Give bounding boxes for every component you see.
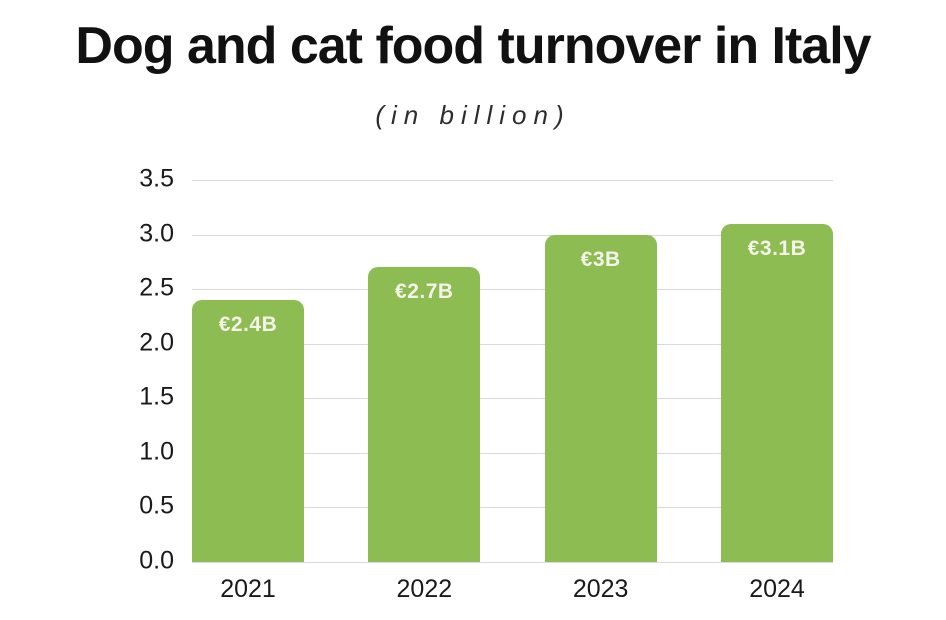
bar-value-label: €3.1B: [747, 236, 807, 260]
x-axis-tick-label: 2024: [749, 575, 805, 603]
gridline-1.5: [192, 398, 833, 400]
chart-subtitle: (in billion): [375, 100, 571, 130]
gridline-3.5: [192, 180, 833, 181]
gridline-1.0: [192, 452, 833, 454]
bar-value-label: €2.4B: [218, 313, 278, 337]
bar-value-label: €3B: [580, 247, 621, 271]
bar-2021: €2.4B: [192, 300, 304, 562]
gridline-2.0: [192, 343, 833, 345]
chart-title: Dog and cat food turnover in Italy: [75, 17, 871, 75]
y-axis-tick-label: 2.0: [139, 328, 174, 357]
x-axis-tick-label: 2021: [220, 575, 276, 603]
bar-2022: €2.7B: [368, 267, 481, 562]
bar-value-label: €2.7B: [395, 280, 454, 304]
gridline-3.0: [192, 234, 833, 236]
bar-2024: €3.1B: [721, 223, 833, 562]
plot-area: 0.0 0.5 1.0 1.5 2.0 2.5 3.0 3.5 €2.4B 2021 €2.7B 20…: [139, 164, 833, 603]
x-axis-tick-label: 2022: [396, 575, 453, 603]
x-axis-tick-label: 2023: [572, 575, 629, 603]
y-axis-tick-label: 0.0: [139, 546, 174, 575]
bar-2023: €3B: [544, 234, 657, 562]
gridline-0.0: [192, 562, 833, 563]
y-axis-tick-label: 2.5: [139, 273, 174, 302]
y-axis-tick-label: 3.0: [139, 218, 174, 247]
y-axis-tick-label: 0.5: [139, 491, 174, 520]
gridline-0.5: [192, 507, 833, 509]
y-axis-tick-label: 1.5: [139, 382, 174, 411]
y-axis-tick-label: 1.0: [139, 437, 174, 466]
y-axis-tick-label: 3.5: [139, 164, 174, 193]
gridline-2.5: [192, 289, 833, 291]
